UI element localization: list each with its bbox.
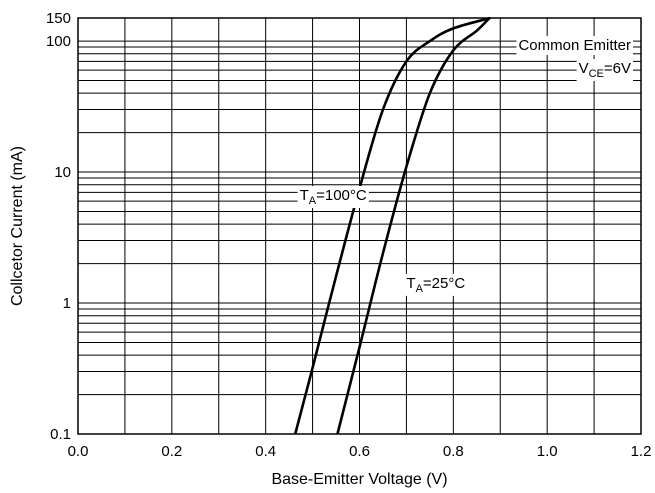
series-label-0-bg <box>297 185 369 208</box>
x-axis-label: Base-Emitter Voltage (V) <box>271 471 447 488</box>
series-label-1: TA=25°C <box>406 275 465 295</box>
x-tick-label: 0.0 <box>68 443 89 460</box>
x-tick-label: 0.6 <box>349 443 370 460</box>
annotation-vce-bg <box>576 59 633 81</box>
series-line-0 <box>293 16 491 435</box>
grid-lines <box>78 18 641 434</box>
series-group <box>293 16 491 435</box>
x-tick-label: 1.0 <box>537 443 558 460</box>
y-tick-label: 100 <box>46 33 71 50</box>
series-line-1 <box>336 17 491 435</box>
series-label-1-bg <box>404 273 468 296</box>
y-tick-label: 1 <box>63 295 71 312</box>
y-tick-label: 0.1 <box>50 426 71 443</box>
annotation-common-emitter-bg <box>516 36 633 55</box>
y-tick-label: 10 <box>54 164 71 181</box>
y-axis-label: Collcetor Current (mA) <box>9 146 26 306</box>
x-tick-label: 0.8 <box>443 443 464 460</box>
plot-frame <box>77 17 642 435</box>
x-tick-label: 0.2 <box>161 443 182 460</box>
tick-labels: 0.0 0.2 0.4 0.6 0.8 1.0 1.2 0.1 1 10 100 150 <box>46 10 651 460</box>
label-group: TA=100°C TA=25°C Common Emitter VCE=6V <box>297 36 633 296</box>
x-tick-label: 0.4 <box>255 443 276 460</box>
y-tick-label: 150 <box>46 10 71 27</box>
series-label-0: TA=100°C <box>300 187 367 207</box>
annotation-vce: VCE=6V <box>579 60 631 80</box>
annotation-common-emitter: Common Emitter <box>518 37 631 54</box>
x-tick-label: 1.2 <box>631 443 652 460</box>
